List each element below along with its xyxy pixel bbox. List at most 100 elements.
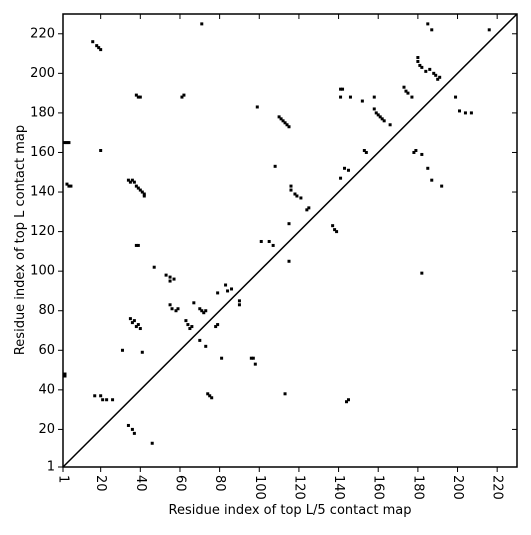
contact-point	[69, 184, 73, 188]
contact-point	[95, 44, 99, 48]
contact-point	[454, 95, 458, 99]
contact-point	[360, 99, 364, 103]
y-tick-label: 100	[30, 264, 55, 279]
contact-point	[424, 69, 428, 73]
contact-point	[279, 117, 283, 121]
contact-point	[226, 289, 230, 293]
contact-point	[130, 178, 134, 182]
contact-point	[430, 178, 434, 182]
contact-point	[380, 117, 384, 121]
contact-point	[372, 107, 376, 111]
contact-point	[271, 243, 275, 247]
contact-point	[339, 95, 343, 99]
contact-point	[65, 182, 69, 186]
contact-point	[150, 441, 154, 445]
contact-point	[65, 141, 69, 145]
contact-point	[277, 115, 281, 119]
contact-point	[134, 93, 138, 97]
contact-point	[152, 265, 156, 269]
contact-point	[289, 188, 293, 192]
contact-point	[469, 111, 473, 115]
contact-point	[382, 119, 386, 123]
contact-point	[140, 190, 144, 194]
contact-point	[402, 85, 406, 89]
contact-point	[202, 311, 206, 315]
diagonal	[62, 13, 518, 468]
contact-point	[216, 323, 220, 327]
contact-point	[281, 119, 285, 123]
contact-point	[440, 184, 444, 188]
contact-point	[463, 111, 467, 115]
y-tick-label: 120	[30, 224, 55, 239]
contact-point	[132, 319, 136, 323]
x-tick-label: 120	[291, 475, 306, 500]
contact-point	[168, 275, 172, 279]
contact-point	[412, 150, 416, 154]
contact-point	[170, 307, 174, 311]
contact-point	[120, 348, 124, 352]
contact-point	[436, 77, 440, 81]
contact-point	[63, 374, 67, 378]
contact-point	[372, 95, 376, 99]
contact-point	[198, 307, 202, 311]
y-tick-label: 140	[30, 185, 55, 200]
contact-point	[434, 73, 438, 77]
contact-point	[140, 350, 144, 354]
contact-point	[331, 224, 335, 228]
contact-point	[259, 239, 263, 243]
contact-point	[289, 184, 293, 188]
y-tick-label: 80	[38, 303, 55, 318]
contact-point	[426, 22, 430, 26]
contact-point	[420, 65, 424, 69]
contact-point	[130, 321, 134, 325]
contact-point	[458, 109, 462, 113]
contact-point	[343, 166, 347, 170]
contact-point	[91, 40, 95, 44]
contact-point	[99, 394, 103, 398]
contact-point	[237, 303, 241, 307]
contact-point	[293, 192, 297, 196]
contact-point	[224, 283, 228, 287]
contact-point	[339, 176, 343, 180]
contact-point	[132, 431, 136, 435]
contact-point	[204, 309, 208, 313]
contact-point	[208, 394, 212, 398]
y-tick-label: 180	[30, 105, 55, 120]
contact-point	[97, 46, 101, 50]
contact-point	[126, 423, 130, 427]
contact-point	[164, 273, 168, 277]
x-tick-label: 180	[410, 475, 425, 500]
contact-point	[237, 299, 241, 303]
contact-point	[487, 28, 491, 32]
contact-point	[138, 327, 142, 331]
contact-point	[174, 309, 178, 313]
contact-point	[438, 75, 442, 79]
x-tick-label: 60	[172, 475, 187, 492]
contact-point	[136, 186, 140, 190]
y-tick-label: 40	[38, 382, 55, 397]
contact-point	[432, 71, 436, 75]
contact-point	[138, 95, 142, 99]
contact-point	[253, 362, 257, 366]
contact-point	[105, 398, 109, 402]
y-tick-label: 20	[38, 422, 55, 437]
y-tick-label: 220	[30, 26, 55, 41]
contact-point	[249, 356, 253, 360]
y-tick-label: 1	[47, 460, 55, 475]
contact-point	[210, 396, 214, 400]
contact-point	[376, 113, 380, 117]
contact-point	[287, 222, 291, 226]
contact-point	[362, 148, 366, 152]
x-tick-label: 200	[450, 475, 465, 500]
contact-point	[176, 307, 180, 311]
contact-point	[426, 166, 430, 170]
contact-point	[142, 194, 146, 198]
contact-point	[216, 291, 220, 295]
x-tick-label: 20	[93, 475, 108, 492]
contact-point	[378, 115, 382, 119]
contact-point	[341, 87, 345, 91]
contact-point	[206, 392, 210, 396]
contact-point	[428, 67, 432, 71]
contact-point	[138, 188, 142, 192]
contact-point	[93, 394, 97, 398]
